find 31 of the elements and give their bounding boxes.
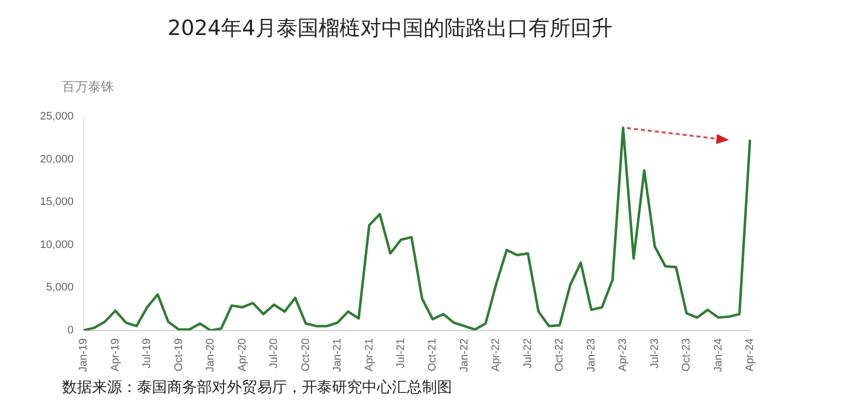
x-tick-label: Oct-22 xyxy=(554,338,566,372)
x-tick-label: Oct-19 xyxy=(172,338,185,372)
x-tick-label: Jan-21 xyxy=(332,338,344,372)
y-tick-label: 25,000 xyxy=(40,110,74,123)
x-tick-label: Jul-22 xyxy=(522,338,534,368)
x-tick-label: Jul-20 xyxy=(268,338,280,368)
x-tick-label: Oct-23 xyxy=(680,338,693,372)
y-tick-label: 15,000 xyxy=(40,196,74,208)
x-tick-label: Apr-19 xyxy=(109,338,122,372)
x-tick-label: Jul-23 xyxy=(648,338,661,368)
x-tick-label: Jul-21 xyxy=(394,338,407,368)
x-tick-label: Jan-24 xyxy=(712,338,724,372)
y-tick-label: 0 xyxy=(68,324,74,336)
x-tick-label: Oct-20 xyxy=(300,338,312,372)
chart-title: 2024年4月泰国榴梿对中国的陆路出口有所回升 xyxy=(166,15,614,42)
x-tick-label: Jul-19 xyxy=(141,338,154,368)
x-tick-label: Oct-21 xyxy=(426,338,439,372)
y-tick-label: 20,000 xyxy=(40,153,74,166)
y-axis-title: 百万泰铢 xyxy=(62,79,114,96)
x-tick-label: Jan-22 xyxy=(458,338,470,372)
x-tick-label: Apr-23 xyxy=(617,338,630,372)
x-tick-label: Apr-20 xyxy=(236,338,248,372)
source-note: 数据来源：泰国商务部对外贸易厅，开泰研究中心汇总制图 xyxy=(62,378,452,397)
x-tick-label: Jan-19 xyxy=(78,338,90,372)
x-tick-label: Apr-24 xyxy=(744,338,756,372)
x-tick-label: Apr-22 xyxy=(490,338,502,372)
x-tick-label: Jan-20 xyxy=(204,338,217,372)
x-tick-label: Jan-23 xyxy=(585,338,598,372)
y-tick-label: 10,000 xyxy=(40,238,74,251)
x-tick-label: Apr-21 xyxy=(363,338,376,372)
y-tick-label: 5,000 xyxy=(46,282,74,294)
